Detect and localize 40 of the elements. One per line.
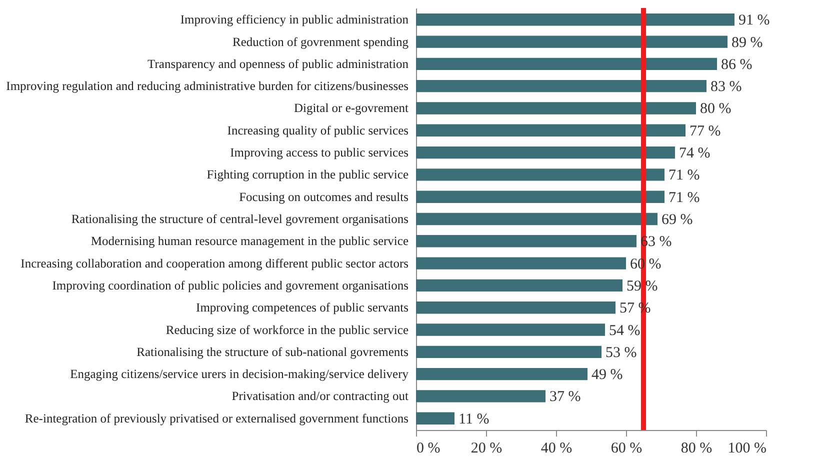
data-label: 11 % (458, 411, 490, 428)
x-tick-label: 20 % (470, 440, 502, 456)
x-tick-label: 60 % (610, 440, 642, 456)
x-tick-label: 0 % (416, 440, 440, 456)
data-label: 49 % (592, 367, 623, 384)
y-tick-label: Reducing size of workforce in the public service (166, 322, 409, 337)
y-tick-label: Improving regulation and reducing administrative burden for citizens/businesses (6, 79, 409, 94)
y-tick-label: Re-integration of previously privatised or externalised government functions (24, 411, 409, 426)
data-label: 71 % (668, 190, 700, 206)
data-label: 89 % (732, 34, 763, 51)
y-tick-label: Focusing on outcomes and results (239, 190, 409, 204)
x-tick-label: 100 % (728, 440, 766, 456)
y-tick-label: Fighting corruption in the public service (206, 168, 409, 182)
data-label: 74 % (679, 146, 710, 162)
data-label: 91 % (738, 12, 770, 29)
y-tick-label: Transparency and openness of public administration (148, 56, 410, 71)
x-tick-label: 80 % (680, 440, 712, 456)
y-tick-label: Increasing collaboration and cooperation among different public sector actors (20, 256, 409, 270)
y-tick-label: Increasing quality of public services (227, 123, 409, 138)
y-tick-label: Improving coordination of public policies and govrement organisations (52, 278, 409, 292)
data-label: 69 % (662, 212, 693, 228)
x-tick-label: 40 % (540, 440, 572, 456)
data-label: 80 % (700, 101, 732, 118)
y-tick-label: Rationalising the structure of sub-national govrements (136, 344, 409, 359)
data-label: 53 % (606, 344, 637, 361)
data-label: 83 % (710, 79, 742, 96)
y-tick-label: Improving efficiency in public administration (180, 12, 410, 27)
y-tick-label: Rationalising the structure of central-level govrement organisations (71, 212, 409, 226)
y-tick-label: Modernising human resource management in the public service (90, 234, 409, 248)
data-label: 77 % (690, 123, 721, 140)
y-tick-label: Reduction of govrenment spending (232, 34, 410, 49)
y-tick-label: Improving access to public services (230, 146, 409, 160)
data-label: 54 % (609, 322, 640, 339)
y-tick-label: Privatisation and/or contracting out (232, 389, 410, 404)
data-label: 37 % (550, 389, 581, 406)
y-tick-label: Improving competences of public servants (196, 300, 409, 315)
y-tick-label: Engaging citizens/service urers in decision-making/service delivery (70, 367, 410, 382)
y-tick-label: Digital or e-govrement (294, 101, 410, 116)
data-label: 71 % (668, 168, 700, 184)
data-label: 86 % (721, 56, 752, 73)
